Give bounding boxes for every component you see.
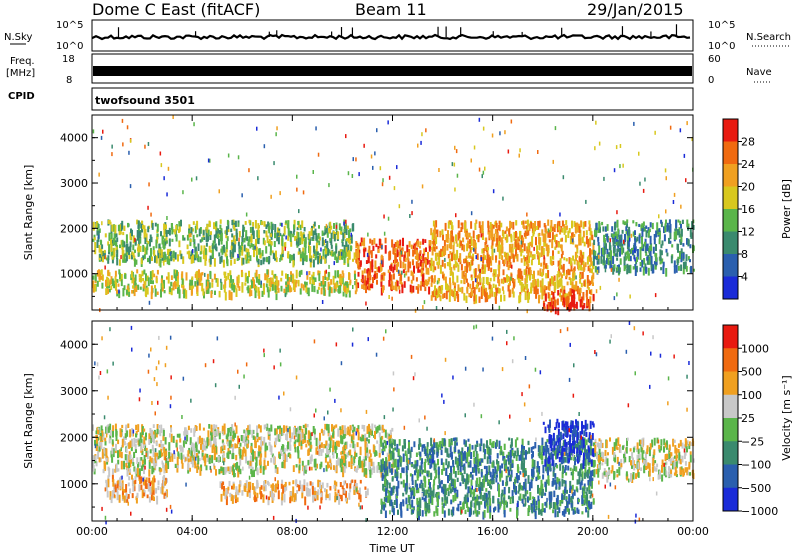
colorbar-tick-label: 500 <box>741 366 762 379</box>
x-tick-label: 04:00 <box>176 525 208 538</box>
freq-panel-frame <box>91 53 694 84</box>
echo-band <box>430 219 595 305</box>
y-axis-title: Slant Range [km] <box>22 165 35 261</box>
colorbar: 1000 500 100 25 −25 −100 −500 −1000 Velocity [m … <box>722 324 793 518</box>
cpid-panel-frame <box>91 87 694 111</box>
date-title: 29/Jan/2015 <box>587 0 684 19</box>
colorbar-tick-label: 4 <box>741 271 748 284</box>
echo-band <box>92 219 356 268</box>
echo-band <box>542 418 595 469</box>
nsky-panel-frame <box>91 19 694 52</box>
power-panel: 1000 2000 3000 4000 Slant Range [km] 28 24 20 16… <box>22 114 793 316</box>
freq-tick-bottom: 8 <box>66 75 72 86</box>
nsearch-tick-top: 10^5 <box>708 20 735 31</box>
colorbar-swatch <box>723 231 738 255</box>
echo-band <box>542 288 595 316</box>
colorbar-swatch <box>723 371 738 396</box>
colorbar-tick-label: 16 <box>741 203 755 216</box>
colorbar-swatch <box>723 119 738 142</box>
y-tick-label: 4000 <box>60 338 88 351</box>
colorbar-tick-label: 8 <box>741 248 748 261</box>
colorbar-swatch <box>723 186 738 210</box>
cpid-value: twofsound 3501 <box>95 94 195 107</box>
nave-tick-bottom: 0 <box>708 75 714 86</box>
scatter-echoes <box>92 115 694 314</box>
y-tick-label: 1000 <box>60 268 88 281</box>
colorbar-swatch <box>723 276 738 300</box>
freq-trace <box>93 66 692 76</box>
nsearch-tick-bottom: 10^0 <box>708 41 735 52</box>
colorbar-swatch <box>723 441 738 465</box>
y-tick-label: 4000 <box>60 132 88 145</box>
echo-band <box>219 479 369 506</box>
colorbar-tick-label: 100 <box>741 389 762 402</box>
cpid-label: CPID <box>8 91 35 102</box>
colorbar-tick-label: 1000 <box>741 342 769 355</box>
colorbar-swatch <box>723 418 738 442</box>
colorbar-swatch <box>723 254 738 277</box>
colorbar-swatch <box>723 348 738 372</box>
colorbar-tick-label: 24 <box>741 158 755 171</box>
colorbar-swatch <box>723 487 738 512</box>
x-axis-title: Time UT <box>368 542 414 554</box>
x-tick-label: 16:00 <box>477 525 509 538</box>
colorbar-tick-label: −500 <box>741 482 771 495</box>
colorbar-tick-label: −100 <box>741 459 771 472</box>
nsky-label: N.Sky <box>4 32 32 43</box>
scatter-echoes <box>94 321 690 525</box>
freq-tick-top: 18 <box>62 54 75 65</box>
x-tick-label: 00:00 <box>677 525 709 538</box>
colorbar-tick-label: −1000 <box>741 505 778 518</box>
echo-band <box>380 437 595 521</box>
nave-label: Nave <box>746 67 772 78</box>
y-tick-label: 2000 <box>60 431 88 444</box>
colorbar-tick-label: 25 <box>741 412 755 425</box>
echo-band <box>592 219 695 277</box>
x-tick-label: 12:00 <box>377 525 409 538</box>
nsky-tick-bottom: 10^0 <box>56 41 83 52</box>
colorbar-swatch <box>723 325 738 349</box>
nsky-trace-line <box>91 33 691 41</box>
colorbar-tick-label: 28 <box>741 136 755 149</box>
nsky-trace <box>91 24 691 41</box>
y-tick-label: 3000 <box>60 177 88 190</box>
colorbar-swatch <box>723 394 738 419</box>
colorbar-title: Velocity [m s⁻¹] <box>780 375 793 460</box>
colorbar-swatch <box>723 464 738 489</box>
colorbar: 28 24 20 16 12 8 4 Power [dB] <box>722 118 793 300</box>
y-tick-label: 3000 <box>60 385 88 398</box>
freq-unit: [MHz] <box>6 68 35 79</box>
y-tick-label: 1000 <box>60 478 88 491</box>
echo-band <box>92 269 357 301</box>
colorbar-swatch <box>723 209 738 232</box>
colorbar-title: Power [dB] <box>780 179 793 239</box>
x-tick-label: 20:00 <box>577 525 609 538</box>
nsearch-label: N.Search <box>746 32 791 43</box>
freq-label: Freq. <box>10 56 35 67</box>
colorbar-tick-label: 12 <box>741 226 755 239</box>
x-tick-label: 08:00 <box>276 525 308 538</box>
colorbar-tick-label: 20 <box>741 181 755 194</box>
velocity-panel: 1000 2000 3000 4000 00:00 04:00 08:00 12:00 16:0… <box>22 320 793 538</box>
x-tick-label: 00:00 <box>76 525 108 538</box>
y-axis-title: Slant Range [km] <box>22 373 35 469</box>
colorbar-swatch <box>723 164 738 187</box>
echo-band <box>592 437 695 483</box>
colorbar-tick-label: −25 <box>741 435 764 448</box>
echo-band <box>105 474 168 505</box>
echo-band <box>355 237 432 296</box>
nave-tick-top: 60 <box>708 54 721 65</box>
beam-title: Beam 11 <box>355 0 427 19</box>
station-title: Dome C East (fitACF) <box>92 0 260 19</box>
nsky-tick-top: 10^5 <box>56 20 83 31</box>
colorbar-swatch <box>723 141 738 165</box>
y-tick-label: 2000 <box>60 222 88 235</box>
